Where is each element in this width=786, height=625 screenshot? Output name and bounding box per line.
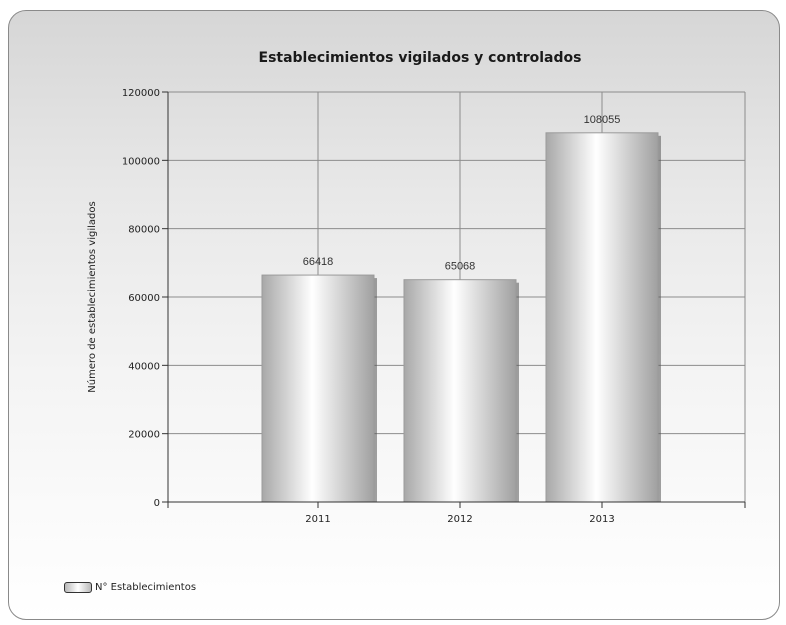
bars: 66418 65068 108055 (261, 114, 661, 503)
y-tick-label: 0 (154, 498, 160, 509)
x-tick-label: 2013 (589, 514, 614, 525)
y-tick-label: 60000 (128, 293, 160, 304)
y-tick-label: 100000 (122, 156, 160, 167)
bar (403, 279, 517, 503)
legend-swatch (64, 582, 92, 593)
chart-title: Establecimientos vigilados y controlados (259, 50, 582, 66)
y-axis-label: Número de establecimientos vigilados (86, 201, 98, 392)
bar (545, 132, 659, 503)
y-tick-label: 20000 (128, 430, 160, 441)
x-tick-label: 2012 (447, 514, 472, 525)
data-label: 65068 (445, 261, 476, 273)
y-tick-label: 80000 (128, 225, 160, 236)
axes: 0 20000 40000 60000 80000 100000 120000 2011 201… (122, 88, 746, 525)
data-label: 108055 (584, 114, 621, 126)
y-tick-label: 40000 (128, 361, 160, 372)
x-tick-label: 2011 (305, 514, 330, 525)
legend-label: N° Establecimientos (95, 582, 197, 593)
bar (261, 274, 375, 503)
data-label: 66418 (303, 256, 334, 268)
legend: N° Establecimientos (64, 582, 196, 593)
y-tick-label: 120000 (122, 88, 160, 99)
